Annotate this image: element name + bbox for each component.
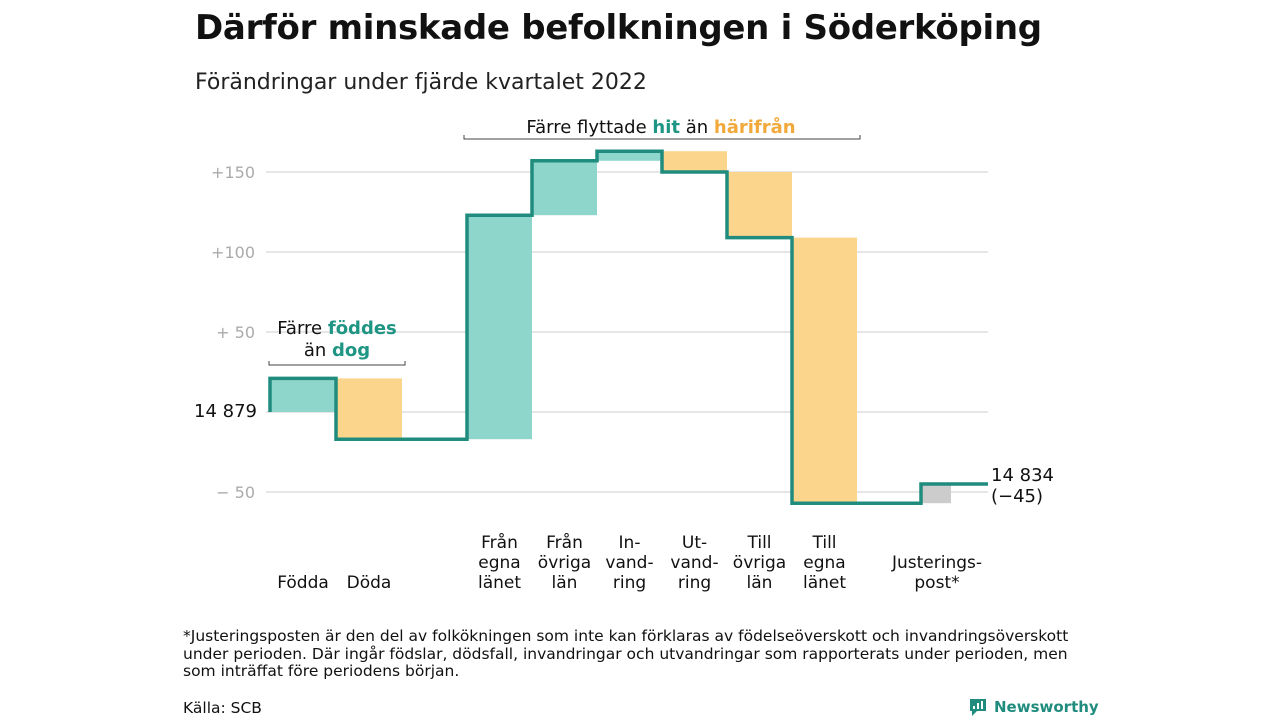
births-annotation-line1: Färre föddes [277,318,397,339]
source-label: Källa: SCB [183,699,262,717]
births-annotation-line2: än dog [304,340,370,361]
x-category-label: Ut-vand-ring [670,533,718,593]
brand-name: Newsworthy [994,698,1099,716]
waterfall-bar [467,215,532,440]
waterfall-bar [336,378,402,440]
bar-layer [270,151,951,504]
y-tick-label: + 50 [216,323,255,342]
end-change-label: (−45) [991,486,1043,507]
cumulative-step-line [268,149,988,505]
x-category-label: Justerings-post* [891,553,982,593]
x-category-label: Till egna länet [803,533,846,593]
start-value-label: 14 879 [194,401,257,422]
label-layer: Födda Döda Från egna länet Från övriga län In-va… [194,116,1054,593]
y-tick-label: − 50 [216,483,255,502]
x-category-label: Födda [277,573,329,593]
x-category-label: Till övriga län [733,533,786,593]
x-category-label: Döda [347,573,392,593]
y-tick-label: +100 [211,243,255,262]
newsworthy-logo-icon [970,699,986,716]
waterfall-bar [921,484,951,504]
x-category-label: Från övriga län [538,532,591,593]
waterfall-bar [727,172,792,238]
births-bracket [268,361,406,366]
x-category-label: In-vand-ring [605,533,653,593]
chart-title: Därför minskade befolkningen i Söderköpi… [195,8,1042,48]
waterfall-bar [662,151,727,172]
line-layer [268,149,988,505]
waterfall-bar [532,160,597,216]
migration-bracket [463,135,861,140]
grid-layer: +150 +100 + 50 − 50 [211,163,988,502]
chart-subtitle: Förändringar under fjärde kvartalet 2022 [195,70,647,95]
waterfall-bar [792,237,857,504]
migration-annotation: Färre flyttade hit än härifrån [526,116,795,138]
waterfall-bar [270,378,336,412]
brand-logo: Newsworthy [968,697,1099,717]
waterfall-bar [597,151,662,161]
x-category-label: Från egna länet [478,532,521,593]
end-value-label: 14 834 [991,465,1054,486]
y-tick-label: +150 [211,163,255,182]
footnote: *Justeringsposten är den del av folkökni… [183,627,1069,680]
